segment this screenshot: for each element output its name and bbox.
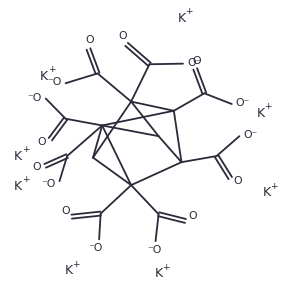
Text: O: O xyxy=(234,176,242,186)
Text: K: K xyxy=(263,186,271,199)
Text: O: O xyxy=(192,56,201,66)
Text: O: O xyxy=(61,206,70,215)
Text: +: + xyxy=(264,102,272,111)
Text: +: + xyxy=(48,65,55,74)
Text: +: + xyxy=(72,259,80,269)
Text: +: + xyxy=(22,175,29,185)
Text: O⁻: O⁻ xyxy=(187,58,201,68)
Text: K: K xyxy=(178,12,185,25)
Text: K: K xyxy=(65,264,73,277)
Text: O: O xyxy=(86,35,94,45)
Text: K: K xyxy=(257,107,265,120)
Text: ⁻O: ⁻O xyxy=(88,244,103,253)
Text: +: + xyxy=(271,181,278,191)
Text: K: K xyxy=(14,150,22,162)
Text: +: + xyxy=(22,145,29,154)
Text: K: K xyxy=(14,180,22,193)
Text: +: + xyxy=(185,7,192,16)
Text: K: K xyxy=(155,267,163,280)
Text: ⁻O: ⁻O xyxy=(48,77,62,87)
Text: +: + xyxy=(162,263,170,272)
Text: ⁻O: ⁻O xyxy=(41,179,56,188)
Text: O⁻: O⁻ xyxy=(236,98,250,108)
Text: O: O xyxy=(38,137,46,147)
Text: K: K xyxy=(40,70,48,83)
Text: O: O xyxy=(119,31,127,41)
Text: ⁻O: ⁻O xyxy=(28,93,42,103)
Text: O: O xyxy=(32,162,41,172)
Text: O: O xyxy=(189,211,197,221)
Text: ⁻O: ⁻O xyxy=(147,245,161,255)
Text: O⁻: O⁻ xyxy=(243,130,258,140)
